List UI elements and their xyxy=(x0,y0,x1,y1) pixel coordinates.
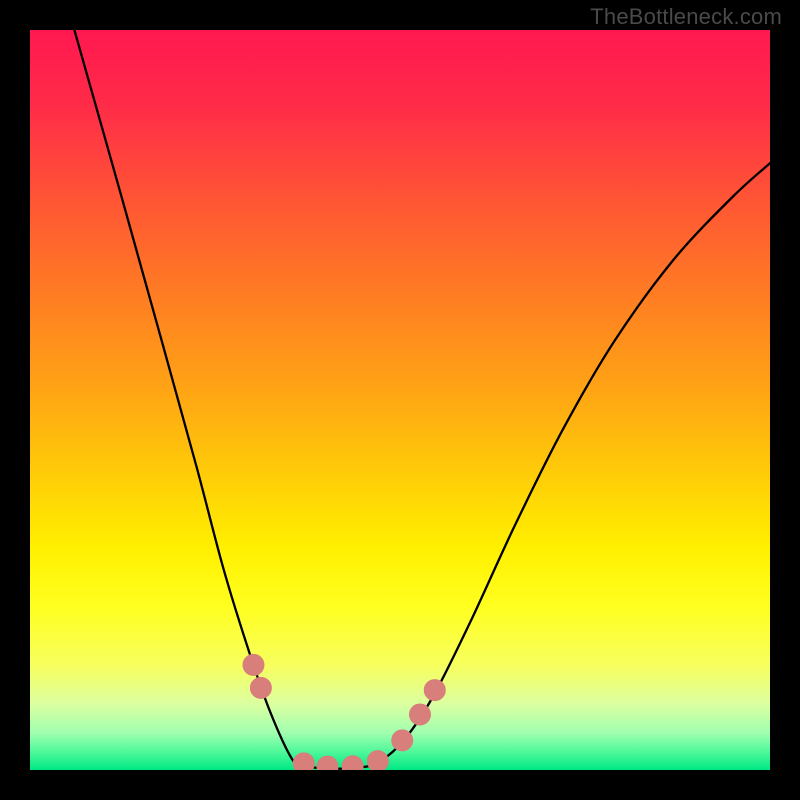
marker-dot xyxy=(250,677,271,698)
marker-dot xyxy=(409,704,430,725)
marker-dot xyxy=(367,751,388,770)
marker-dot xyxy=(293,753,314,770)
marker-dot xyxy=(392,730,413,751)
curve-layer xyxy=(30,30,770,770)
v-curve-path xyxy=(74,30,770,769)
marker-group xyxy=(243,654,445,770)
chart-frame: TheBottleneck.com xyxy=(0,0,800,800)
marker-dot xyxy=(424,680,445,701)
plot-area xyxy=(30,30,770,770)
marker-dot xyxy=(243,654,264,675)
marker-dot xyxy=(317,756,338,770)
watermark-text: TheBottleneck.com xyxy=(590,4,782,30)
marker-dot xyxy=(342,756,363,770)
